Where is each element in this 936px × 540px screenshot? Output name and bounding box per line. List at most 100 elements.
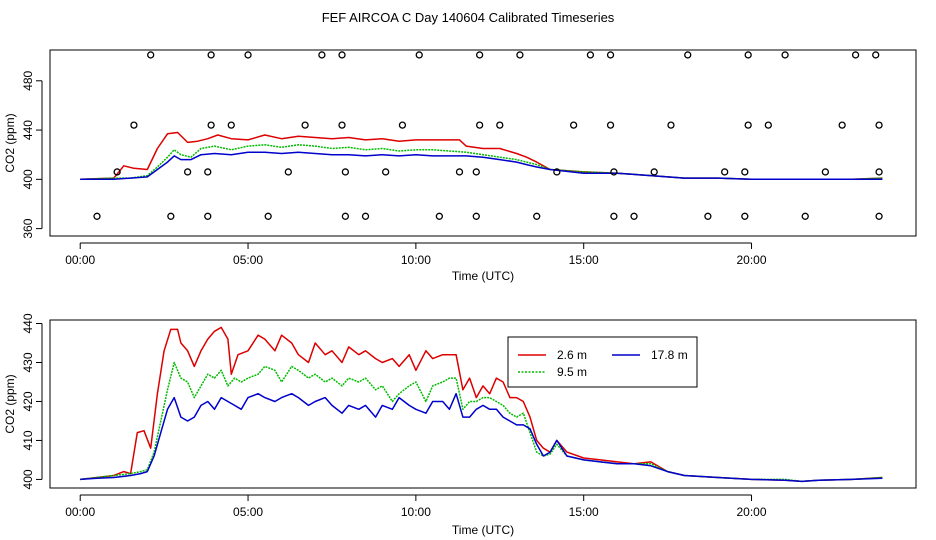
series-line-2-6-m-bottom xyxy=(80,326,883,483)
cal-marker xyxy=(741,212,749,220)
y-tick-label: 400 xyxy=(21,469,35,489)
cal-marker xyxy=(569,121,578,129)
cal-marker xyxy=(318,51,326,59)
y-tick-label: 360 xyxy=(21,218,35,238)
cal-marker xyxy=(475,51,484,59)
y-tick-label: 430 xyxy=(21,352,35,372)
y-tick-label: 420 xyxy=(21,391,35,411)
cal-marker xyxy=(361,212,370,220)
series-layer-top xyxy=(80,131,883,181)
x-axis-bottom: 00:00 05:00 10:00 15:00 20:00 xyxy=(65,494,767,519)
cal-marker xyxy=(301,121,309,129)
cal-marker xyxy=(130,121,138,129)
cal-marker xyxy=(147,51,155,59)
series-line-9-5-m-bottom xyxy=(80,361,883,483)
legend-label-9-5m: 9.5 m xyxy=(557,365,587,379)
series-layer-bottom xyxy=(80,326,883,483)
cal-marker xyxy=(667,121,675,129)
cal-marker xyxy=(741,168,749,176)
cal-marker xyxy=(435,212,444,220)
cal-marker xyxy=(875,212,883,220)
cal-marker xyxy=(744,51,752,59)
series-line-17-8-m-top xyxy=(80,151,883,181)
marker-layer-top xyxy=(93,51,883,220)
panel-bottom: 00:00 05:00 10:00 15:00 20:00 400 410 420 430 44… xyxy=(3,313,917,537)
cal-marker xyxy=(475,121,484,129)
cal-marker xyxy=(472,168,480,176)
cal-marker xyxy=(167,212,175,220)
cal-marker xyxy=(606,51,615,59)
cal-marker xyxy=(455,168,464,176)
y-axis-label-top: CO2 (ppm) xyxy=(3,113,17,172)
cal-marker xyxy=(204,212,212,220)
cal-marker xyxy=(875,121,883,129)
cal-marker xyxy=(875,168,883,176)
x-tick-label: 10:00 xyxy=(401,505,431,519)
x-tick-label: 15:00 xyxy=(569,253,599,267)
x-tick-label: 10:00 xyxy=(401,253,431,267)
cal-marker xyxy=(338,121,346,129)
x-tick-label: 05:00 xyxy=(233,505,263,519)
x-tick-label: 00:00 xyxy=(65,505,95,519)
legend: 2.6 m 17.8 m 9.5 m xyxy=(507,336,698,388)
figure-title: FEF AIRCOA C Day 140604 Calibrated Times… xyxy=(322,10,615,25)
cal-marker xyxy=(227,121,235,129)
cal-marker xyxy=(341,212,350,220)
legend-label-2-6m: 2.6 m xyxy=(557,348,587,362)
cal-marker xyxy=(496,121,504,129)
cal-marker xyxy=(207,121,215,129)
cal-marker xyxy=(684,51,692,59)
cal-marker xyxy=(204,168,212,176)
cal-marker xyxy=(744,121,752,129)
series-line-2-6-m-top xyxy=(80,131,883,181)
y-tick-label: 480 xyxy=(21,70,35,90)
x-tick-label: 20:00 xyxy=(737,253,767,267)
legend-label-17-8m: 17.8 m xyxy=(651,348,688,362)
y-axis-top: 360 400 440 480 xyxy=(21,70,43,239)
cal-marker xyxy=(183,168,192,176)
x-axis-top: 00:00 05:00 10:00 15:00 20:00 xyxy=(65,242,767,267)
cal-marker xyxy=(851,51,860,59)
cal-marker xyxy=(586,51,595,59)
x-tick-label: 00:00 xyxy=(65,253,95,267)
y-tick-label: 440 xyxy=(21,313,35,333)
cal-marker xyxy=(341,168,350,176)
cal-marker xyxy=(516,51,524,59)
x-tick-label: 15:00 xyxy=(569,505,599,519)
series-line-9-5-m-top xyxy=(80,144,883,181)
cal-marker xyxy=(472,212,480,220)
cal-marker xyxy=(606,121,615,129)
plot-frame-top xyxy=(49,49,917,237)
cal-marker xyxy=(764,121,772,129)
cal-marker xyxy=(821,168,830,176)
panel-top: 00:00 05:00 10:00 15:00 20:00 360 400 440 480 T… xyxy=(3,49,917,283)
cal-marker xyxy=(721,168,729,176)
cal-marker xyxy=(650,168,658,176)
cal-marker xyxy=(415,51,423,59)
cal-marker xyxy=(244,51,252,59)
x-tick-label: 05:00 xyxy=(233,253,263,267)
y-axis-bottom: 400 410 420 430 440 xyxy=(21,313,43,489)
cal-marker xyxy=(113,168,121,176)
y-tick-label: 410 xyxy=(21,430,35,450)
y-tick-label: 440 xyxy=(21,120,35,140)
x-axis-label-top: Time (UTC) xyxy=(452,269,514,283)
cal-marker xyxy=(284,168,292,176)
cal-marker xyxy=(872,51,880,59)
cal-marker xyxy=(630,212,638,220)
cal-marker xyxy=(781,51,789,59)
cal-marker xyxy=(93,212,101,220)
plot-frame-bottom xyxy=(49,319,917,489)
cal-marker xyxy=(338,51,346,59)
cal-marker xyxy=(610,168,618,176)
cal-marker xyxy=(382,168,390,176)
cal-marker xyxy=(398,121,407,129)
cal-marker xyxy=(838,121,846,129)
cal-marker xyxy=(553,168,561,176)
legend-box xyxy=(507,336,698,388)
cal-marker xyxy=(207,51,215,59)
x-axis-label-bottom: Time (UTC) xyxy=(452,523,514,537)
y-axis-label-bottom: CO2 (ppm) xyxy=(3,374,17,433)
cal-marker xyxy=(264,212,272,220)
